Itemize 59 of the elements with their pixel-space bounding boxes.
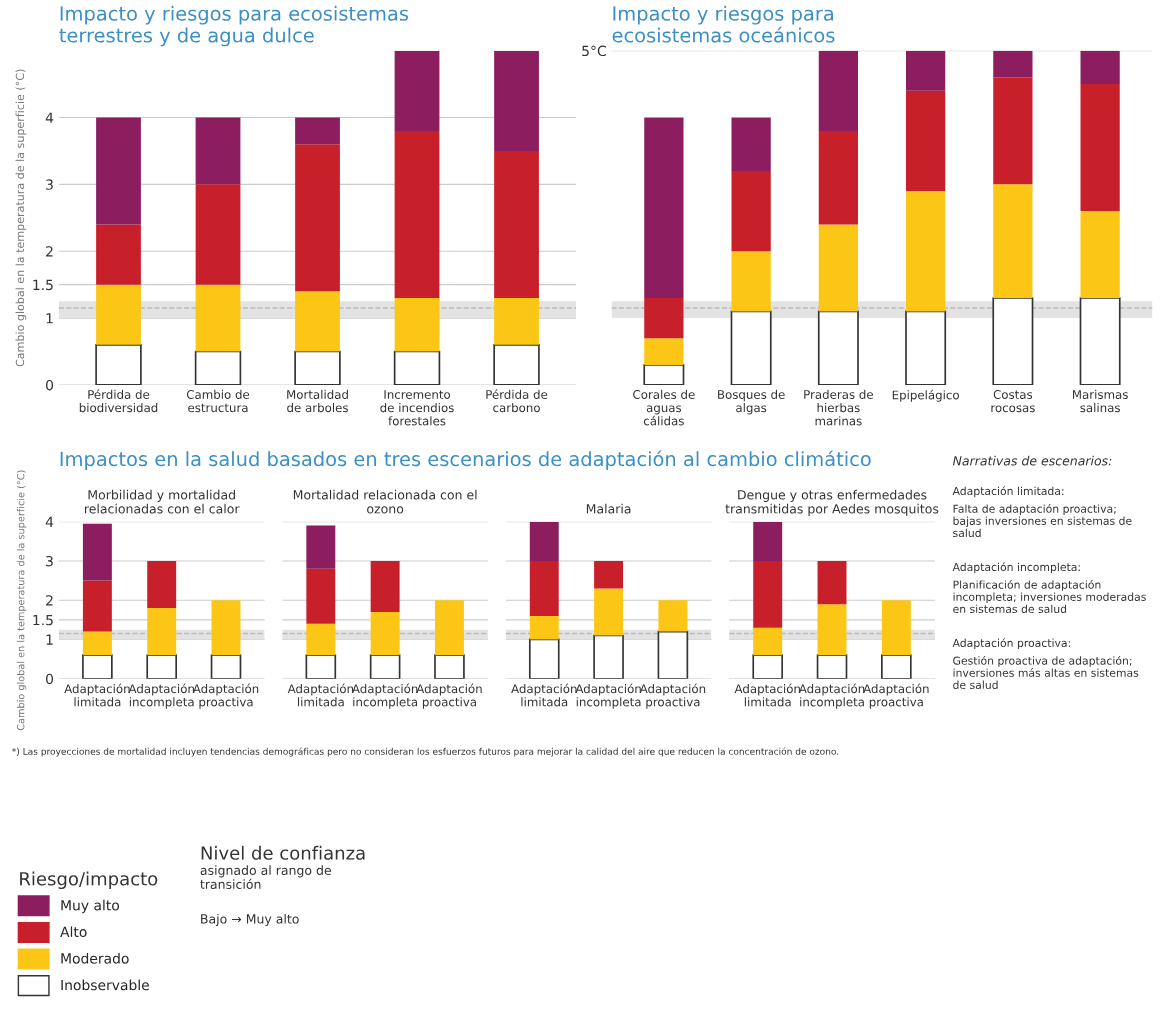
y-tick-label: 0 (46, 673, 54, 685)
legend-label: Muy alto (61, 899, 120, 914)
y-tick-label: 4 (45, 112, 54, 123)
y-tick-label: 1 (46, 313, 53, 324)
text: Planificación de adaptación incompleta; inversiones moderadas en sistemas de salud (953, 579, 1146, 614)
y-tick-label: 3 (46, 555, 53, 567)
y-axis-title: Cambio global en la temperatura de la superficie (°C) (16, 470, 27, 731)
x-tick-label: Praderas de hierbas marinas (804, 389, 873, 426)
y-tick-label: 0 (46, 379, 54, 391)
x-tick-label: Mortalidad de arboles (287, 389, 348, 413)
text: Gestión proactiva de adaptación; inversiones más altas en sistemas de salud (953, 655, 1139, 689)
text: Adaptación proactiva: (952, 638, 1070, 650)
x-tick-label: Adaptación limitada (64, 683, 130, 707)
x-tick-label: Adaptación incompleta (575, 683, 641, 709)
x-tick-label: Adaptación proactiva (863, 683, 929, 709)
legend-label: Inobservable (61, 979, 149, 991)
x-tick-label: Epipelágico (892, 389, 959, 402)
chart-title: Mortalidad relacionada con el ozono (293, 489, 477, 514)
x-tick-label: Adaptación limitada (734, 683, 800, 707)
x-tick-label: Adaptación limitada (287, 683, 354, 707)
text: Adaptación limitada: (952, 486, 1064, 498)
text: Adaptación incompleta: (952, 562, 1080, 574)
chart-title: Malaria (586, 503, 631, 514)
text: Nivel de confianza (201, 845, 365, 860)
x-tick-label: Adaptación proactiva (416, 683, 482, 709)
legend-label: Alto (60, 926, 87, 938)
x-tick-label: Marismas salinas (1072, 389, 1128, 413)
chart-title: Dengue y otras enfermedades transmitidas por Aedes mosquitos (725, 489, 939, 516)
y-tick-label: 1 (46, 634, 53, 645)
chart-subtitle: Morbilidad y mortalidad relacionadas con el calor (84, 489, 240, 514)
text: Bajo → Muy alto (201, 913, 299, 927)
y-tick-label: 4 (45, 516, 54, 527)
x-tick-label: Corales de aguas cálidas (633, 389, 695, 426)
x-tick-label: Incremento de incendios forestales (380, 390, 454, 426)
text: *) Las proyecciones de mortalidad incluyen tendencias demográficas pero no consideran los esfuerzos futuros para mejorar la calidad del aire que reducen la concentración de ozono. (12, 747, 839, 757)
legend-title: Riesgo/impacto (20, 871, 158, 890)
x-tick-label: Bosques de algas (718, 389, 785, 415)
x-tick-label: Cambio de estructura (186, 389, 250, 413)
x-tick-label: Adaptación limitada (511, 683, 577, 707)
x-tick-label: Adaptación incompleta (352, 683, 418, 709)
x-tick-label: Pérdida de biodiversidad (79, 389, 158, 413)
text: Falta de adaptación proactiva; bajas inversiones en sistemas de salud (953, 503, 1132, 538)
x-tick-label: Pérdida de carbono (486, 389, 548, 413)
y-tick-label: 1.5 (33, 279, 53, 291)
y-tick-label: 2 (46, 595, 53, 606)
chart-title: Impacto y riesgos para ecosistemas terrestres y de agua dulce (59, 5, 409, 47)
text: Narrativas de escenarios: (952, 455, 1112, 466)
y-tick-label: 2 (46, 246, 53, 257)
text: Impactos en la salud basados en tres escenarios de adaptación al cambio climático (60, 450, 871, 471)
x-tick-label: Adaptación incompleta (128, 683, 194, 709)
text: asignado al rango de transición (200, 865, 331, 889)
x-tick-label: Adaptación incompleta (798, 683, 865, 709)
y-tick-label: 1.5 (33, 614, 53, 626)
x-tick-label: Costas rocosas (991, 390, 1035, 413)
y-tick-label: 3 (46, 179, 53, 190)
y-tick-label: 5°C (582, 45, 606, 57)
y-axis-title: Cambio global en la temperatura de la superficie (°C) (15, 69, 27, 367)
legend-label: Moderado (61, 952, 129, 964)
chart-title: Impacto y riesgos para ecosistemas oceánicos (612, 5, 835, 43)
